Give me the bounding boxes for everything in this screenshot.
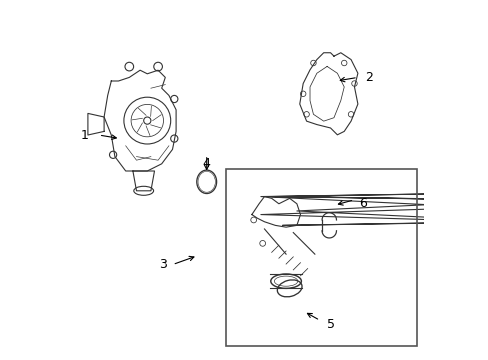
Text: 5: 5 [326, 318, 334, 331]
Text: 1: 1 [80, 129, 88, 141]
Text: 4: 4 [203, 157, 210, 170]
Text: 6: 6 [359, 197, 366, 210]
Text: 2: 2 [364, 71, 372, 84]
Text: 3: 3 [159, 258, 167, 271]
